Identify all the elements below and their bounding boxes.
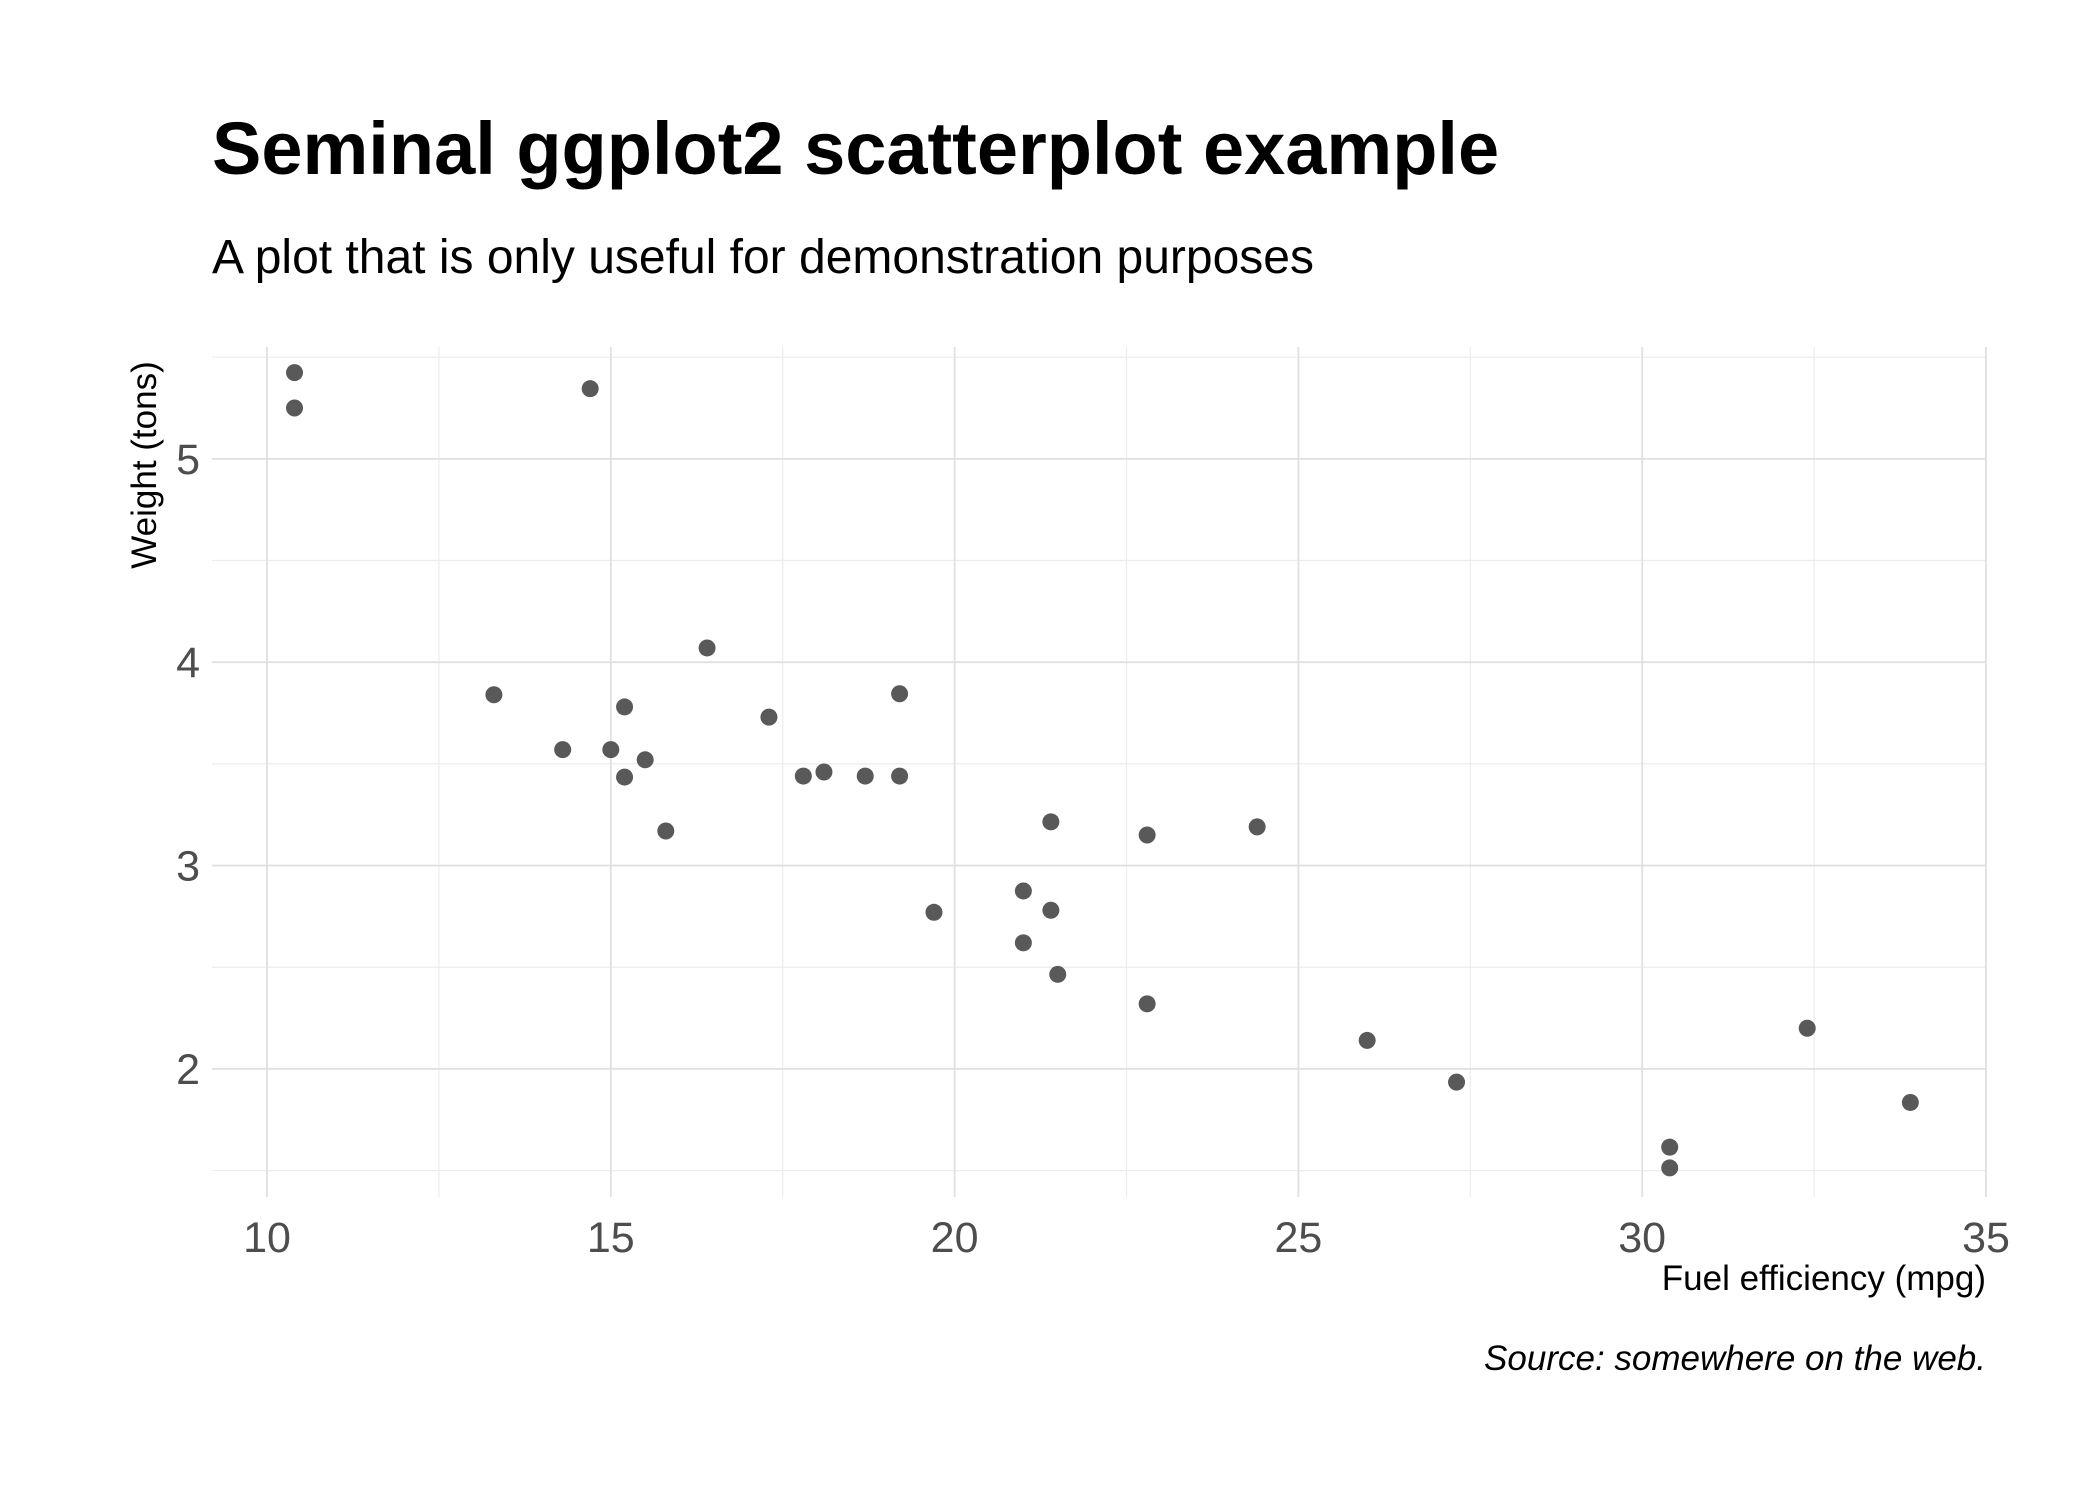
data-point [794, 767, 812, 785]
data-point [1661, 1159, 1679, 1177]
x-tick-label: 20 [931, 1214, 979, 1262]
x-tick-label: 35 [1962, 1214, 2010, 1262]
data-point [1042, 813, 1060, 831]
data-point [1049, 965, 1067, 983]
x-tick-label: 10 [243, 1214, 291, 1262]
data-point [286, 364, 304, 382]
data-point [1901, 1093, 1919, 1111]
data-point [815, 763, 833, 781]
data-point [891, 767, 909, 785]
data-point [485, 686, 503, 704]
data-point [1248, 818, 1266, 836]
data-point [856, 767, 874, 785]
y-axis-title: Weight (tons) [125, 361, 164, 569]
data-point [698, 639, 716, 657]
data-point [1014, 882, 1032, 900]
data-point [1042, 901, 1060, 919]
data-points [286, 364, 1919, 1177]
data-point [1448, 1073, 1466, 1091]
data-point [1014, 934, 1032, 952]
x-tick-label: 15 [587, 1214, 635, 1262]
data-point [602, 741, 620, 759]
data-point [1358, 1031, 1376, 1049]
minor-gridlines [212, 347, 1986, 1197]
x-axis-tick-labels: 10 15 20 25 30 35 [243, 1214, 2010, 1262]
data-point [1661, 1138, 1679, 1156]
data-point [636, 751, 654, 769]
data-point [760, 708, 778, 726]
y-tick-label: 5 [176, 436, 200, 484]
x-tick-label: 25 [1274, 1214, 1322, 1262]
data-point [286, 399, 304, 417]
y-tick-label: 2 [176, 1046, 200, 1094]
data-point [1138, 995, 1156, 1013]
x-axis-title: Fuel efficiency (mpg) [1662, 1259, 1986, 1298]
data-point [1138, 826, 1156, 844]
data-point [657, 822, 675, 840]
chart-caption: Source: somewhere on the web. [1484, 1339, 1986, 1378]
data-point [891, 685, 909, 703]
major-gridlines [212, 347, 1987, 1197]
data-point [925, 903, 943, 921]
data-point [1798, 1019, 1816, 1037]
y-tick-label: 4 [176, 639, 200, 687]
y-axis-tick-labels: 2 3 4 5 [176, 436, 200, 1094]
chart-title: Seminal ggplot2 scatterplot example [212, 107, 1500, 190]
chart-subtitle: A plot that is only useful for demonstra… [212, 231, 1314, 284]
data-point [554, 741, 572, 759]
x-tick-label: 30 [1618, 1214, 1666, 1262]
y-tick-label: 3 [176, 843, 200, 891]
data-point [616, 768, 634, 786]
data-point [581, 380, 599, 398]
data-point [616, 698, 634, 716]
